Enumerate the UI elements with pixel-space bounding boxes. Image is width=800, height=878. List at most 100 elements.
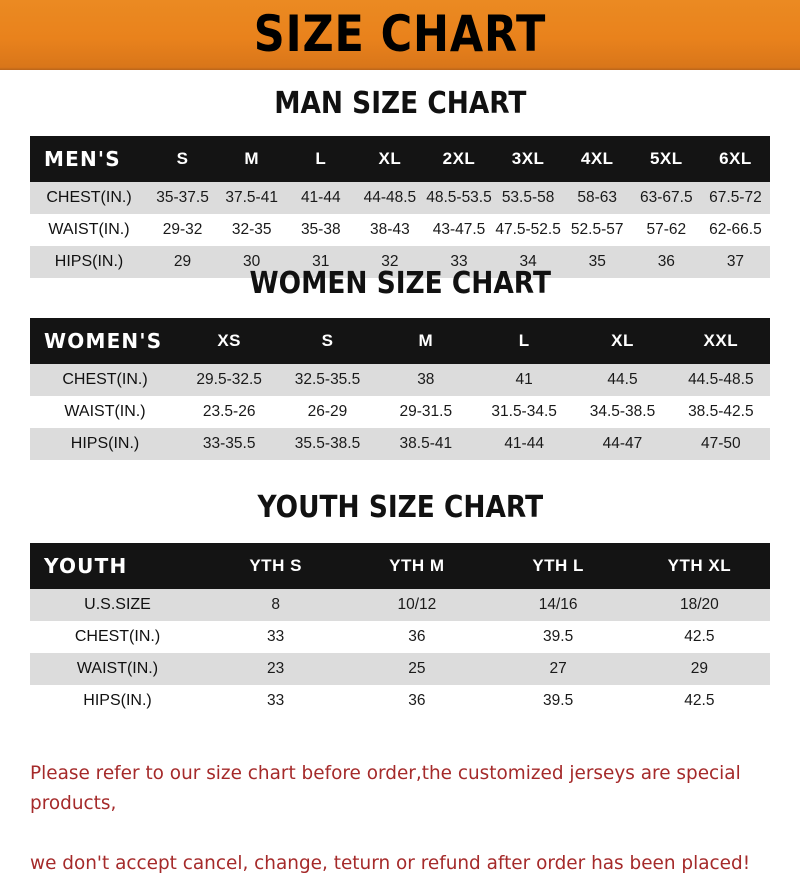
header-banner: SIZE CHART: [0, 0, 800, 70]
youth-ussize-l: 14/16: [538, 596, 578, 613]
women-waist-xl: 34.5-38.5: [589, 403, 656, 420]
youth-chest-s: 33: [267, 628, 285, 645]
women-chest-xs: 29.5-32.5: [196, 371, 262, 388]
table-row: HIPS(IN.) 33 36 39.5 42.5: [30, 685, 770, 717]
youth-chest-xl: 42.5: [684, 628, 715, 645]
women-chest-m: 38: [417, 371, 435, 388]
men-size-table: MEN'S S M L XL 2XL 3XL 4XL 5XL 6XL CHEST…: [30, 136, 770, 278]
men-header-m: M: [244, 149, 259, 168]
table-row: WAIST(IN.) 29-32 32-35 35-38 38-43 43-47…: [30, 214, 770, 246]
youth-ussize-m: 10/12: [397, 596, 437, 613]
men-hips-s: 29: [173, 253, 192, 270]
men-hips-6xl: 37: [726, 253, 745, 270]
men-hips-m: 30: [243, 253, 261, 270]
women-size-table: WOMEN'S XS S M L XL XXL CHEST(IN.) 29.5-…: [30, 318, 770, 460]
men-waist-3xl: 47.5-52.5: [495, 221, 561, 238]
women-hips-s: 35.5-38.5: [294, 435, 361, 452]
men-table-header: MEN'S S M L XL 2XL 3XL 4XL 5XL 6XL: [30, 136, 770, 182]
men-chest-3xl: 53.5-58: [501, 189, 555, 206]
women-hips-xs: 33-35.5: [202, 435, 256, 452]
table-header-row: YOUTH YTH S YTH M YTH L YTH XL: [30, 543, 770, 589]
men-header-3xl: 3XL: [511, 149, 545, 168]
men-hips-xl: 32: [381, 253, 399, 270]
youth-chest-m: 36: [408, 628, 426, 645]
men-hips-4xl: 35: [588, 253, 606, 270]
women-section-title: WOMEN SIZE CHART: [0, 266, 800, 301]
men-hips-5xl: 36: [657, 253, 675, 270]
table-row: CHEST(IN.) 29.5-32.5 32.5-35.5 38 41 44.…: [30, 364, 770, 396]
men-header-s: S: [176, 149, 189, 168]
youth-hips-s: 33: [267, 692, 285, 709]
women-header-xl: XL: [611, 331, 634, 350]
women-section-title-text: WOMEN SIZE CHART: [249, 266, 551, 301]
women-table-header: WOMEN'S XS S M L XL XXL: [30, 318, 770, 364]
women-waist-label: WAIST(IN.): [64, 403, 146, 420]
men-waist-m: 32-35: [231, 221, 272, 238]
youth-section-title: YOUTH SIZE CHART: [0, 490, 800, 525]
women-chest-xl: 44.5: [607, 371, 638, 388]
men-hips-2xl: 33: [450, 253, 468, 270]
youth-hips-l: 39.5: [543, 692, 574, 709]
men-header-5xl: 5XL: [649, 149, 683, 168]
youth-hips-xl: 42.5: [684, 692, 715, 709]
men-chest-label: CHEST(IN.): [46, 189, 132, 206]
page-title: SIZE CHART: [253, 5, 547, 63]
youth-header-s: YTH S: [249, 556, 302, 575]
women-waist-xxl: 38.5-42.5: [688, 403, 754, 420]
men-chest-m: 37.5-41: [225, 189, 278, 206]
men-chest-6xl: 67.5-72: [709, 189, 762, 206]
table-row: U.S.SIZE 8 10/12 14/16 18/20: [30, 589, 770, 621]
men-header-2xl: 2XL: [442, 149, 476, 168]
footer-line-2: we don't accept cancel, change, teturn o…: [30, 852, 751, 874]
men-chest-xl: 44-48.5: [363, 189, 417, 206]
men-header-4xl: 4XL: [580, 149, 614, 168]
table-row: HIPS(IN.) 29 30 31 32 33 34 35 36 37: [30, 246, 770, 278]
women-header-label: WOMEN'S: [44, 329, 163, 353]
women-hips-xxl: 47-50: [700, 435, 741, 452]
youth-waist-xl: 29: [690, 660, 708, 677]
table-row: WAIST(IN.) 23 25 27 29: [30, 653, 770, 685]
women-chest-l: 41: [515, 371, 533, 388]
youth-table-header: YOUTH YTH S YTH M YTH L YTH XL: [30, 543, 770, 589]
youth-table-body: U.S.SIZE 8 10/12 14/16 18/20 CHEST(IN.) …: [30, 589, 770, 717]
youth-header-xl: YTH XL: [667, 556, 732, 575]
men-header-label: MEN'S: [44, 147, 121, 171]
women-hips-m: 38.5-41: [399, 435, 453, 452]
men-header-6xl: 6XL: [719, 149, 752, 168]
women-chest-xxl: 44.5-48.5: [688, 371, 754, 388]
youth-ussize-label: U.S.SIZE: [84, 596, 151, 613]
youth-chest-l: 39.5: [543, 628, 574, 645]
women-header-xxl: XXL: [703, 331, 739, 350]
youth-ussize-xl: 18/20: [679, 596, 719, 613]
men-waist-l: 35-38: [300, 221, 341, 238]
table-row: WAIST(IN.) 23.5-26 26-29 29-31.5 31.5-34…: [30, 396, 770, 428]
women-chest-label: CHEST(IN.): [62, 371, 148, 388]
table-row: CHEST(IN.) 33 36 39.5 42.5: [30, 621, 770, 653]
men-waist-2xl: 43-47.5: [432, 221, 486, 238]
men-chest-l: 41-44: [300, 189, 341, 206]
men-chest-5xl: 63-67.5: [640, 189, 693, 206]
youth-ussize-s: 8: [271, 596, 280, 613]
women-header-l: L: [518, 331, 530, 350]
youth-size-table: YOUTH YTH S YTH M YTH L YTH XL U.S.SIZE …: [30, 543, 770, 717]
men-table-body: CHEST(IN.) 35-37.5 37.5-41 41-44 44-48.5…: [30, 182, 770, 278]
men-hips-l: 31: [312, 253, 330, 270]
women-chest-s: 32.5-35.5: [294, 371, 361, 388]
women-header-xs: XS: [217, 331, 241, 350]
youth-section-title-text: YOUTH SIZE CHART: [257, 490, 543, 525]
footer-disclaimer: Please refer to our size chart before or…: [30, 728, 782, 878]
men-waist-6xl: 62-66.5: [709, 221, 762, 238]
table-row: HIPS(IN.) 33-35.5 35.5-38.5 38.5-41 41-4…: [30, 428, 770, 460]
women-hips-l: 41-44: [504, 435, 544, 452]
men-waist-xl: 38-43: [370, 221, 410, 238]
women-header-m: M: [418, 331, 434, 350]
men-header-xl: XL: [378, 149, 402, 168]
youth-hips-label: HIPS(IN.): [83, 692, 152, 709]
men-hips-3xl: 34: [519, 253, 537, 270]
women-hips-label: HIPS(IN.): [70, 435, 140, 452]
youth-chest-label: CHEST(IN.): [74, 628, 161, 645]
footer-line-1: Please refer to our size chart before or…: [30, 762, 741, 814]
women-header-s: S: [321, 331, 334, 350]
men-waist-s: 29-32: [162, 221, 203, 238]
youth-header-l: YTH L: [532, 556, 584, 575]
